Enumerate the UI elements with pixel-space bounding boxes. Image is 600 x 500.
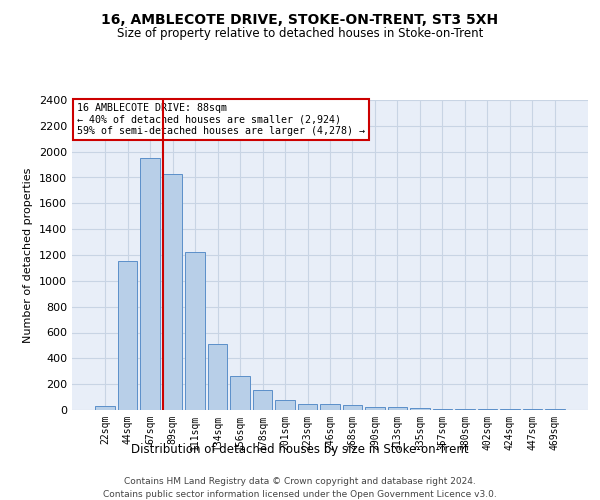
Bar [163,174,182,410]
Text: Contains HM Land Registry data © Crown copyright and database right 2024.: Contains HM Land Registry data © Crown c… [124,478,476,486]
Bar [185,252,205,410]
Bar [410,408,430,410]
Text: Size of property relative to detached houses in Stoke-on-Trent: Size of property relative to detached ho… [117,28,483,40]
Bar [95,406,115,410]
Bar [343,405,362,410]
Text: 16 AMBLECOTE DRIVE: 88sqm
← 40% of detached houses are smaller (2,924)
59% of se: 16 AMBLECOTE DRIVE: 88sqm ← 40% of detac… [77,103,365,136]
Y-axis label: Number of detached properties: Number of detached properties [23,168,34,342]
Text: Contains public sector information licensed under the Open Government Licence v3: Contains public sector information licen… [103,490,497,499]
Bar [230,376,250,410]
Bar [253,390,272,410]
Bar [298,404,317,410]
Text: 16, AMBLECOTE DRIVE, STOKE-ON-TRENT, ST3 5XH: 16, AMBLECOTE DRIVE, STOKE-ON-TRENT, ST3… [101,12,499,26]
Bar [208,344,227,410]
Bar [118,262,137,410]
Bar [275,400,295,410]
Bar [365,407,385,410]
Bar [320,404,340,410]
Bar [433,408,452,410]
Text: Distribution of detached houses by size in Stoke-on-Trent: Distribution of detached houses by size … [131,442,469,456]
Bar [140,158,160,410]
Bar [388,408,407,410]
